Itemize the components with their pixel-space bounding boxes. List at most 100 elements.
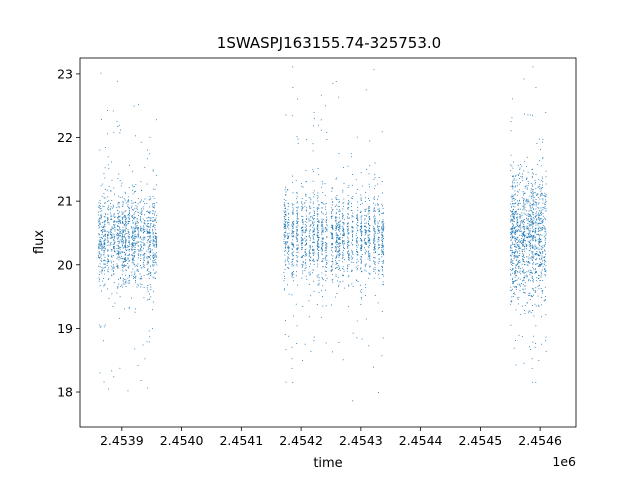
data-point [335,296,337,298]
data-point [544,237,546,239]
data-point [149,225,151,227]
data-point [538,360,540,361]
data-point [102,247,104,249]
data-point [316,245,318,247]
data-point [383,227,385,229]
data-point [124,216,126,218]
data-point [367,220,369,222]
data-point [544,242,546,243]
data-point [526,276,528,278]
data-point [539,237,540,239]
data-point [101,247,103,249]
data-point [341,226,343,228]
data-point [543,300,545,302]
data-point [146,230,148,232]
data-point [318,255,319,257]
data-point [521,235,523,237]
data-point [519,224,521,226]
data-point [312,225,314,226]
data-point [532,294,534,296]
data-point [374,204,376,206]
data-point [141,267,143,269]
data-point [113,273,115,275]
data-point [287,267,289,269]
data-point [538,265,540,267]
data-point [321,272,323,274]
data-point [125,241,127,243]
data-point [336,223,338,225]
data-point [125,244,126,246]
data-point [332,247,333,248]
data-point [511,182,513,184]
data-point [127,246,129,248]
data-point [513,209,515,211]
data-point [512,288,513,290]
data-point [383,260,385,261]
data-point [545,200,547,202]
data-point [293,235,295,237]
data-point [124,246,126,248]
data-point [364,237,366,239]
data-point [374,257,376,259]
data-point [532,280,534,282]
data-point [535,325,537,327]
data-point [542,260,543,262]
data-point [113,255,115,257]
data-point [531,210,533,212]
data-point [361,298,363,300]
data-point [541,157,543,159]
data-point [527,114,529,116]
data-point [519,164,521,165]
data-point [361,231,363,233]
data-point [143,286,145,288]
data-point [517,262,519,264]
data-point [302,265,303,267]
data-point [512,241,514,243]
data-point [136,226,138,228]
data-point [154,258,156,260]
data-point [544,259,546,261]
data-point [284,225,286,227]
data-point [154,241,156,243]
data-point [336,245,338,247]
data-point [148,245,150,247]
data-point [124,264,126,266]
data-point [121,252,123,254]
data-point [529,243,531,245]
data-point [135,221,137,223]
data-point [322,285,324,287]
data-point [532,229,534,231]
data-point [382,236,384,237]
data-point [373,208,375,210]
data-point [519,290,521,292]
data-point [124,220,126,222]
data-point [542,227,544,229]
data-point [152,239,154,241]
data-point [136,264,138,266]
data-point [98,225,99,227]
data-point [356,136,358,138]
data-point [132,208,134,210]
data-point [350,210,352,211]
data-point [511,252,513,254]
data-point [338,284,340,286]
data-point [284,202,285,204]
data-point [541,222,543,224]
data-point [125,249,127,251]
data-point [381,228,383,230]
data-point [326,224,328,226]
data-point [305,230,307,232]
data-point [308,255,310,257]
data-point [530,239,532,241]
data-point [293,212,295,214]
data-point [382,221,384,223]
data-point [133,240,135,242]
data-point [101,196,103,198]
data-point [131,262,133,264]
data-point [528,258,530,260]
data-point [540,253,542,255]
data-point [295,255,297,256]
data-point [343,242,345,244]
data-point [138,236,139,238]
data-point [347,237,349,239]
